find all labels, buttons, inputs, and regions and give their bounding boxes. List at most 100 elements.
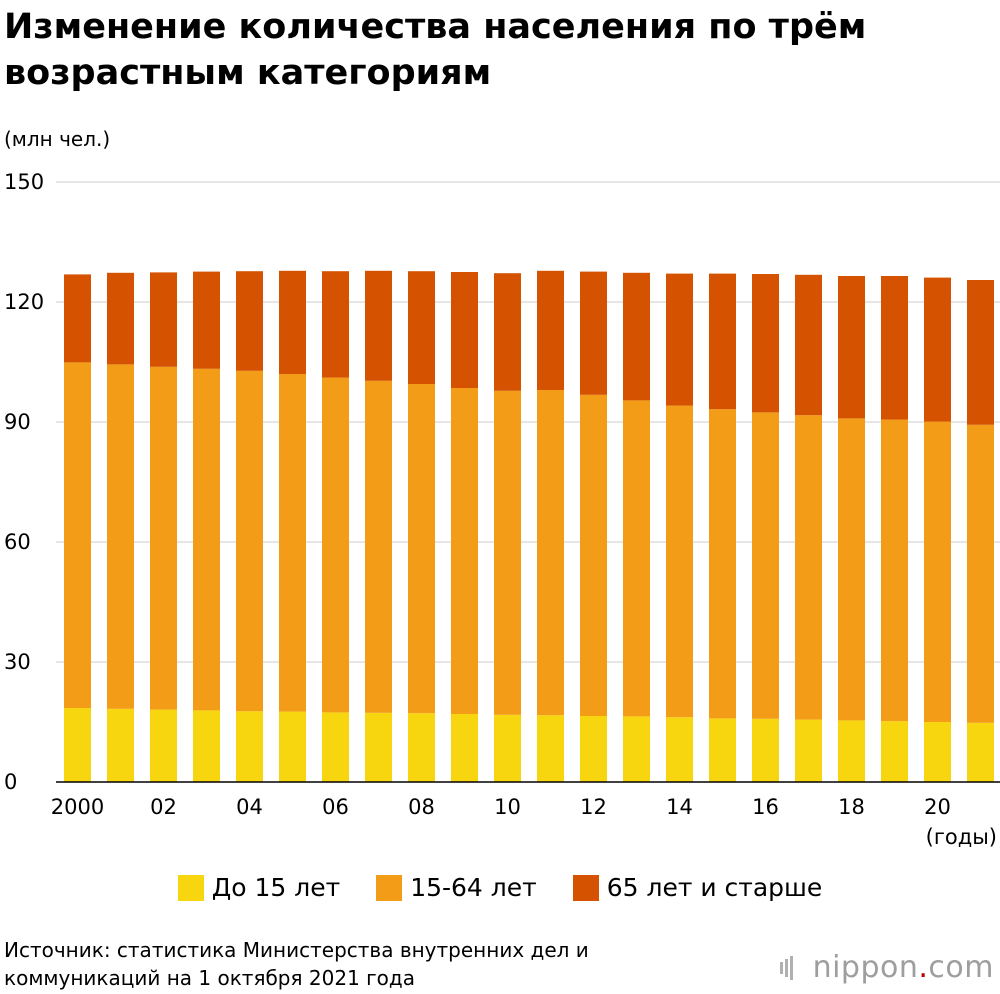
- x-tick-label-2012: 12: [580, 795, 607, 819]
- bar-2005-series-3: [279, 270, 306, 374]
- bar-2021-series-3: [967, 280, 994, 425]
- legend-swatch-under15: [177, 875, 204, 901]
- bar-2019-series-2: [881, 419, 908, 722]
- bar-2016-series-3: [752, 274, 779, 413]
- bar-2019-series-3: [881, 276, 908, 420]
- bar-2004-series-1: [236, 711, 263, 782]
- bar-2008-series-2: [408, 384, 435, 714]
- logo-text-suffix: com: [928, 950, 994, 985]
- bar-2018-series-1: [838, 720, 865, 782]
- bar-2010-series-2: [494, 390, 521, 715]
- bar-2000-series-1: [64, 708, 91, 782]
- stacked-bar-chart: 0 30 60 90 120 150 2000 02 04 06 08 10 12 14 16 18 20 (го…: [4, 170, 1000, 849]
- bar-2017-series-1: [795, 719, 822, 782]
- bar-2015-series-3: [709, 273, 736, 410]
- bar-2006-series-2: [322, 377, 349, 713]
- bar-2012-series-1: [580, 716, 607, 782]
- legend-item-15-64: 15-64 лет: [376, 870, 537, 906]
- bar-2011-series-2: [537, 390, 564, 716]
- bar-2007-series-2: [365, 380, 392, 713]
- bar-2017-series-3: [795, 274, 822, 416]
- bar-2010-series-1: [494, 714, 521, 782]
- y-tick-label-60: 60: [4, 530, 31, 554]
- legend-label-15-64: 15-64 лет: [410, 873, 537, 902]
- x-tick-label-2010: 10: [494, 795, 521, 819]
- bar-2016-series-1: [752, 718, 779, 782]
- bar-2005-series-2: [279, 374, 306, 712]
- bar-2001-series-2: [107, 364, 134, 709]
- bar-2018-series-3: [838, 276, 865, 419]
- bar-2001-series-1: [107, 708, 134, 782]
- bar-2016-series-2: [752, 412, 779, 719]
- x-tick-label-2014: 14: [666, 795, 693, 819]
- logo-text-dot: .: [918, 950, 929, 985]
- bar-2002-series-1: [150, 709, 177, 782]
- bar-2011-series-3: [537, 270, 564, 390]
- legend-swatch-15-64: [376, 875, 403, 901]
- legend-item-over65: 65 лет и старше: [572, 870, 823, 906]
- tick-labels: 0 30 60 90 120 150 2000 02 04 06 08 10 12 14 16 18 20 (го…: [4, 170, 997, 849]
- bar-2014-series-3: [666, 273, 693, 406]
- bar-2004-series-2: [236, 370, 263, 712]
- bar-2021-series-2: [967, 424, 994, 723]
- legend-label-under15: До 15 лет: [211, 873, 341, 902]
- bar-2013-series-3: [623, 272, 650, 401]
- bar-2009-series-3: [451, 272, 478, 388]
- bar-2002-series-2: [150, 366, 177, 710]
- source-note: Источник: статистика Министерства внутре…: [4, 938, 589, 990]
- bar-2020-series-2: [924, 421, 951, 722]
- y-tick-label-90: 90: [4, 410, 31, 434]
- legend-item-under15: До 15 лет: [177, 870, 341, 906]
- bar-2020-series-3: [924, 277, 951, 422]
- bar-2015-series-1: [709, 718, 736, 782]
- bar-2004-series-3: [236, 271, 263, 371]
- logo-text-main: nippon: [812, 950, 919, 985]
- bar-2017-series-2: [795, 415, 822, 720]
- y-tick-label-30: 30: [4, 650, 31, 674]
- legend-label-over65: 65 лет и старше: [606, 873, 823, 902]
- bar-2008-series-3: [408, 271, 435, 384]
- x-tick-label-2008: 08: [408, 795, 435, 819]
- bar-2003-series-1: [193, 710, 220, 782]
- bars: [64, 270, 994, 782]
- y-tick-label-150: 150: [4, 170, 44, 194]
- bar-2002-series-3: [150, 272, 177, 367]
- bar-2019-series-1: [881, 721, 908, 782]
- y-tick-label-120: 120: [4, 290, 44, 314]
- bar-2003-series-2: [193, 368, 220, 711]
- chart-title: Изменение количества населения по трём в…: [4, 7, 867, 93]
- bar-2013-series-2: [623, 400, 650, 717]
- bar-2000-series-2: [64, 362, 91, 708]
- bar-2010-series-3: [494, 273, 521, 391]
- bar-2014-series-2: [666, 405, 693, 718]
- nippon-logo-mark-icon: [779, 955, 793, 980]
- bar-2006-series-3: [322, 271, 349, 378]
- x-tick-label-2002: 02: [150, 795, 177, 819]
- x-tick-label-2020: 20: [924, 795, 951, 819]
- bar-2000-series-3: [64, 274, 91, 363]
- bar-2012-series-3: [580, 271, 607, 395]
- bar-2021-series-1: [967, 722, 994, 782]
- bar-2001-series-3: [107, 272, 134, 365]
- x-tick-label-2000: 2000: [51, 795, 104, 819]
- bar-2018-series-2: [838, 418, 865, 721]
- legend: До 15 лет 15-64 лет 65 лет и старше: [0, 870, 1000, 906]
- bar-2006-series-1: [322, 712, 349, 782]
- bar-2007-series-1: [365, 712, 392, 782]
- x-tick-label-2004: 04: [236, 795, 263, 819]
- bar-2007-series-3: [365, 270, 392, 381]
- bar-2003-series-3: [193, 271, 220, 369]
- bar-2009-series-2: [451, 388, 478, 714]
- y-tick-label-0: 0: [4, 770, 17, 794]
- bar-2009-series-1: [451, 714, 478, 782]
- x-tick-label-2018: 18: [838, 795, 865, 819]
- bar-2005-series-1: [279, 711, 306, 782]
- bar-2008-series-1: [408, 713, 435, 782]
- bar-2013-series-1: [623, 716, 650, 782]
- bar-2015-series-2: [709, 409, 736, 719]
- x-tick-label-2006: 06: [322, 795, 349, 819]
- bar-2020-series-1: [924, 722, 951, 782]
- bar-2011-series-1: [537, 715, 564, 782]
- bar-2014-series-1: [666, 717, 693, 782]
- bar-2012-series-2: [580, 394, 607, 716]
